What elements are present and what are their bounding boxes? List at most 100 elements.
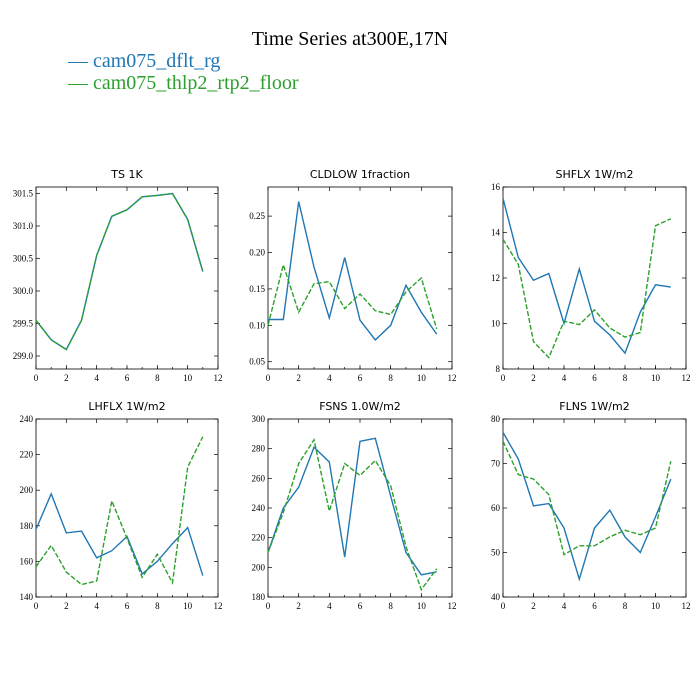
panel-1-series-0-line	[268, 201, 438, 341]
panel-0-xtick-label: 2	[64, 373, 69, 383]
panel-5-series-1-line	[502, 441, 672, 556]
panel-4-title: FSNS 1.0W/m2	[319, 400, 401, 413]
panel-5-ytick-label: 50	[491, 548, 501, 558]
panel-5-xtick-label: 6	[592, 601, 597, 611]
panel-5-title: FLNS 1W/m2	[559, 400, 629, 413]
panel-0-xtick-label: 10	[183, 373, 193, 383]
legend-label-thlp2: cam075_thlp2_rtp2_floor	[93, 72, 299, 94]
panel-2-frame	[502, 186, 687, 370]
panel-3-ytick-label: 160	[20, 556, 34, 566]
panel-1-xtick-label: 0	[266, 373, 271, 383]
panel-4-ytick-label: 280	[252, 444, 266, 454]
panel-1-xtick-label: 10	[417, 373, 427, 383]
legend-entry-thlp2: — cam075_thlp2_rtp2_floor	[68, 72, 299, 95]
figure-title: Time Series at300E,17N	[251, 28, 449, 50]
panel-3-series-0-line	[35, 491, 204, 576]
panel-1-ytick-label: 0.10	[249, 320, 265, 330]
panel-3-xtick-label: 2	[64, 601, 69, 611]
panel-5-xtick-label: 2	[531, 601, 536, 611]
panel-4-xtick-label: 6	[358, 601, 363, 611]
panel-0-frame	[35, 186, 219, 370]
panel-1-ytick-label: 0.20	[249, 248, 265, 258]
panel-1-series-1-line	[267, 262, 438, 330]
panel-3-title: LHFLX 1W/m2	[88, 400, 165, 413]
panel-2-ytick-label: 12	[491, 273, 500, 283]
legend-line-thlp2: —	[68, 72, 93, 94]
panel-5-ytick-label: 40	[491, 592, 501, 602]
panel-1-title: CLDLOW 1fraction	[310, 168, 410, 181]
panel-1-ytick-label: 0.05	[249, 357, 265, 367]
legend-label-dflt: cam075_dflt_rg	[93, 50, 221, 72]
panel-0-ytick-label: 300.5	[13, 254, 34, 264]
panel-1-xtick-label: 12	[448, 373, 457, 383]
panel-4-xtick-label: 8	[388, 601, 393, 611]
panel-2-title: SHFLX 1W/m2	[555, 168, 633, 181]
panel-4-series-0-line	[267, 437, 437, 576]
panel-2-series-1-line	[502, 218, 672, 359]
panel-4-ytick-label: 180	[252, 592, 266, 602]
panel-0-xtick-label: 0	[34, 373, 39, 383]
panel-2-series-0-line	[502, 198, 671, 355]
panel-0-xtick-label: 6	[125, 373, 130, 383]
panel-4-xtick-label: 2	[296, 601, 301, 611]
panel-5-ytick-label: 70	[491, 459, 501, 469]
panel-1-ytick-label: 0.15	[249, 284, 265, 294]
legend-entry-dflt: — cam075_dflt_rg	[68, 50, 220, 73]
panel-0-xtick-label: 8	[155, 373, 160, 383]
panel-3-xtick-label: 6	[125, 601, 130, 611]
panel-0-xtick-label: 12	[214, 373, 223, 383]
panel-1-frame	[267, 186, 453, 370]
panel-3-series-1-line	[35, 436, 204, 586]
panel-2-ytick-label: 8	[496, 364, 501, 374]
panel-4-xtick-label: 4	[327, 601, 332, 611]
panel-2-ytick-label: 10	[491, 319, 501, 329]
panel-2-xtick-label: 4	[562, 373, 567, 383]
panel-0-ytick-label: 301.0	[13, 221, 34, 231]
panel-4-xtick-label: 10	[417, 601, 427, 611]
panel-0-series-0-line	[35, 192, 204, 351]
panel-3-xtick-label: 4	[94, 601, 99, 611]
panel-2-xtick-label: 6	[592, 373, 597, 383]
panel-1-xtick-label: 2	[296, 373, 301, 383]
panel-4-ytick-label: 240	[252, 503, 266, 513]
panel-2-ytick-label: 16	[491, 182, 501, 192]
panel-4-ytick-label: 200	[252, 562, 266, 572]
panel-3-ytick-label: 180	[20, 521, 34, 531]
panel-4-xtick-label: 12	[448, 601, 457, 611]
panel-2-xtick-label: 2	[531, 373, 536, 383]
panel-0-ytick-label: 299.5	[13, 319, 34, 329]
panel-0-ytick-label: 301.5	[13, 189, 34, 199]
panel-4-ytick-label: 260	[252, 473, 266, 483]
panel-0-xtick-label: 4	[94, 373, 99, 383]
panel-2-xtick-label: 8	[623, 373, 628, 383]
panel-1-xtick-label: 6	[358, 373, 363, 383]
panel-1-xtick-label: 8	[388, 373, 393, 383]
panel-0-title: TS 1K	[110, 168, 143, 181]
panel-3-frame	[35, 418, 219, 598]
panel-0-ytick-label: 300.0	[13, 286, 34, 296]
panel-4-ytick-label: 300	[252, 414, 266, 424]
panel-5-xtick-label: 4	[562, 601, 567, 611]
panel-1-ytick-label: 0.25	[249, 211, 265, 221]
panel-3-ytick-label: 220	[20, 450, 34, 460]
panel-2-xtick-label: 0	[501, 373, 506, 383]
panel-2-xtick-label: 12	[682, 373, 691, 383]
panel-5-series-0-line	[502, 432, 672, 582]
panel-5-xtick-label: 10	[651, 601, 661, 611]
panel-3-ytick-label: 240	[20, 414, 34, 424]
panel-5-xtick-label: 0	[501, 601, 506, 611]
panel-4-xtick-label: 0	[266, 601, 271, 611]
panel-5-ytick-label: 80	[491, 414, 501, 424]
legend-line-dflt: —	[68, 50, 93, 72]
panel-4-series-1-line	[267, 437, 438, 592]
panel-3-ytick-label: 140	[20, 592, 34, 602]
panel-5-ytick-label: 60	[491, 503, 501, 513]
panel-2-xtick-label: 10	[651, 373, 661, 383]
panel-3-xtick-label: 12	[214, 601, 223, 611]
panel-3-xtick-label: 0	[34, 601, 39, 611]
panel-5-xtick-label: 12	[682, 601, 691, 611]
panel-3-xtick-label: 8	[155, 601, 160, 611]
panel-2-ytick-label: 14	[491, 228, 501, 238]
panel-4-ytick-label: 220	[252, 533, 266, 543]
